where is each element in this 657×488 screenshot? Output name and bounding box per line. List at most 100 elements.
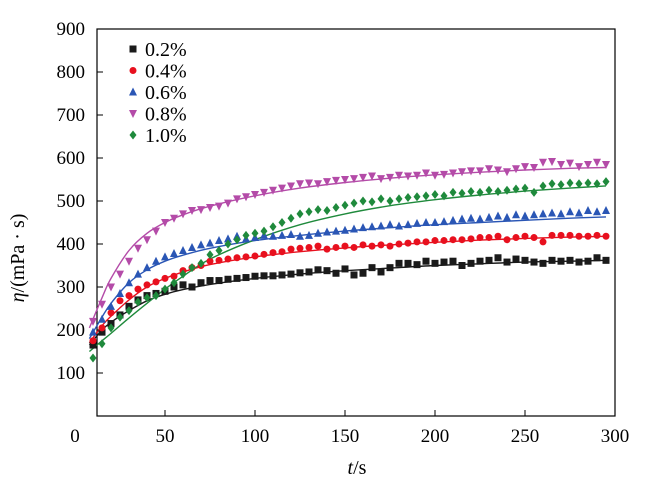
data-point-0.6% — [575, 208, 583, 217]
data-point-0.6% — [188, 242, 196, 251]
data-point-1.0% — [278, 218, 286, 227]
data-point-1.0% — [557, 180, 565, 190]
data-point-0.2% — [548, 256, 556, 264]
data-point-0.8% — [251, 191, 259, 200]
data-point-0.4% — [395, 240, 403, 248]
y-tick-label: 300 — [57, 277, 86, 298]
data-point-1.0% — [449, 187, 457, 197]
data-point-0.8% — [368, 172, 376, 181]
data-point-0.8% — [161, 219, 169, 227]
data-point-1.0% — [251, 228, 259, 238]
data-point-0.6% — [197, 240, 205, 249]
data-point-0.4% — [494, 232, 502, 240]
data-point-0.8% — [521, 163, 529, 172]
data-point-0.4% — [224, 255, 232, 263]
data-point-0.4% — [143, 281, 151, 289]
data-point-0.2% — [386, 264, 394, 272]
data-point-0.6% — [143, 263, 151, 272]
data-point-0.2% — [404, 259, 412, 267]
data-point-1.0% — [359, 196, 367, 206]
data-point-0.2% — [494, 254, 502, 262]
data-point-0.4% — [116, 297, 124, 305]
data-point-0.2% — [557, 257, 565, 265]
x-tick-label: 200 — [421, 426, 450, 447]
data-point-0.2% — [278, 271, 286, 279]
data-point-0.8% — [98, 300, 106, 309]
legend-marker-0.4% — [129, 67, 137, 74]
data-point-1.0% — [170, 278, 178, 288]
data-point-0.4% — [251, 252, 259, 260]
data-point-0.2% — [593, 254, 601, 262]
data-point-0.8% — [188, 206, 196, 215]
data-point-1.0% — [404, 193, 412, 203]
data-point-1.0% — [215, 245, 223, 255]
data-point-1.0% — [566, 178, 574, 188]
data-point-0.8% — [413, 171, 421, 180]
data-point-0.6% — [224, 234, 232, 243]
data-point-0.4% — [269, 249, 277, 257]
data-point-0.4% — [467, 235, 475, 243]
data-point-1.0% — [476, 187, 484, 197]
data-point-1.0% — [206, 250, 214, 260]
data-point-0.8% — [143, 236, 151, 245]
data-point-1.0% — [494, 187, 502, 197]
data-point-0.4% — [368, 242, 376, 250]
data-point-0.6% — [152, 256, 160, 265]
data-point-0.6% — [179, 245, 187, 254]
y-tick-label: 900 — [57, 19, 86, 40]
data-point-0.2% — [512, 255, 520, 263]
data-point-0.2% — [224, 275, 232, 283]
data-point-0.4% — [233, 254, 241, 262]
data-point-0.8% — [278, 184, 286, 193]
data-point-0.2% — [188, 283, 196, 291]
data-point-1.0% — [89, 353, 97, 363]
data-point-0.2% — [422, 257, 430, 265]
data-point-0.2% — [350, 271, 358, 279]
data-point-1.0% — [98, 339, 106, 349]
data-point-1.0% — [116, 312, 124, 322]
data-point-0.4% — [422, 238, 430, 246]
data-point-0.4% — [440, 237, 448, 245]
data-point-0.4% — [602, 232, 610, 240]
data-point-0.6% — [512, 210, 520, 219]
data-point-1.0% — [242, 230, 250, 240]
data-point-0.2% — [458, 262, 466, 269]
legend-label-0.8%: 0.8% — [145, 104, 187, 126]
data-point-0.8% — [305, 179, 313, 188]
data-point-0.6% — [305, 230, 313, 239]
data-point-1.0% — [287, 213, 295, 223]
data-point-0.6% — [269, 231, 277, 240]
data-point-0.2% — [323, 267, 331, 275]
data-point-1.0% — [575, 179, 583, 189]
data-point-0.6% — [485, 212, 493, 221]
data-point-0.2% — [197, 279, 205, 287]
data-point-0.8% — [350, 175, 358, 184]
data-point-0.4% — [98, 324, 106, 332]
data-point-0.8% — [440, 170, 448, 179]
data-point-0.4% — [314, 242, 322, 250]
data-point-0.6% — [557, 209, 565, 218]
data-point-1.0% — [161, 284, 169, 294]
legend: 0.2%0.4%0.6%0.8%1.0% — [129, 39, 187, 147]
data-point-0.6% — [116, 288, 124, 297]
data-point-1.0% — [152, 291, 160, 301]
data-point-0.8% — [548, 157, 556, 166]
data-point-1.0% — [548, 179, 556, 189]
data-point-0.6% — [602, 205, 610, 214]
data-point-0.6% — [467, 213, 475, 222]
y-axis-title: η/(mPa · s) — [7, 214, 29, 303]
data-point-0.6% — [350, 224, 358, 233]
y-axis-ticks: 100 200 300 400 500 600 700 800 900 — [57, 19, 103, 384]
data-point-1.0% — [593, 179, 601, 189]
data-point-0.2% — [296, 269, 304, 277]
y-tick-label: 100 — [57, 363, 86, 384]
data-point-0.6% — [503, 212, 511, 221]
data-point-0.4% — [431, 237, 439, 245]
data-point-0.8% — [269, 186, 277, 195]
plot-area-border — [96, 28, 616, 417]
data-point-0.2% — [215, 277, 223, 285]
data-point-0.4% — [557, 231, 565, 239]
data-point-1.0% — [188, 263, 196, 273]
data-point-0.8% — [89, 317, 97, 326]
